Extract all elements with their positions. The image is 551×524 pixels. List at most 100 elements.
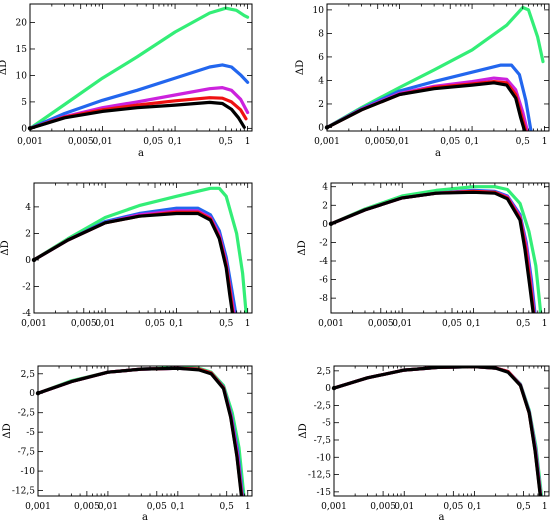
- series-group: [331, 185, 543, 313]
- series-line-1: [331, 185, 543, 313]
- series-line-2: [334, 366, 543, 496]
- y-tick-label: 4: [318, 76, 324, 86]
- x-tick-label: 1: [542, 319, 548, 329]
- y-tick-label: 2,5: [317, 367, 332, 377]
- x-tick-label: 0,001: [17, 137, 43, 147]
- y-axis-title: ΔD: [0, 60, 9, 75]
- y-tick-label: -2,5: [314, 401, 332, 411]
- series-line-5: [334, 366, 542, 496]
- x-tick-label: 1: [245, 137, 251, 147]
- x-tick-label: 0,1: [169, 319, 183, 329]
- x-tick-label: 0,5: [516, 319, 531, 329]
- x-tick-label: 0,01: [390, 137, 410, 147]
- series-line-5: [30, 100, 246, 130]
- x-tick-label: 0,001: [25, 502, 51, 512]
- x-tick-label: 0,05: [443, 502, 463, 512]
- x-tick-label: 1: [245, 319, 251, 329]
- series-line-4: [34, 210, 235, 313]
- x-tick-label: 0,005: [74, 502, 100, 512]
- y-tick-label: 4: [25, 203, 31, 213]
- x-tick-label: 0,005: [368, 319, 394, 329]
- y-axis-title: ΔD: [297, 240, 308, 255]
- x-tick-label: 0,05: [440, 137, 460, 147]
- x-tick-label: 0,1: [467, 502, 481, 512]
- series-line-3: [334, 366, 543, 496]
- y-tick-label: 2: [322, 201, 328, 211]
- y-tick-label: 10: [313, 6, 325, 16]
- series-line-2: [327, 63, 533, 131]
- x-tick-label: 0,5: [516, 137, 531, 147]
- y-tick-label: -12,5: [12, 487, 35, 497]
- y-tick-label: 0: [325, 384, 331, 394]
- y-tick-label: -4: [22, 309, 31, 319]
- series-line-5: [34, 211, 234, 313]
- y-tick-label: 5: [21, 98, 27, 108]
- y-axis-title: ΔD: [0, 240, 11, 255]
- x-tick-label: 0,005: [370, 502, 396, 512]
- x-tick-label: 0,001: [321, 502, 347, 512]
- y-tick-label: 6: [318, 53, 324, 63]
- series-line-2: [30, 63, 250, 130]
- x-tick-label: 0,001: [21, 319, 47, 329]
- x-tick-label: 0,1: [466, 319, 480, 329]
- y-tick-label: -10: [21, 467, 36, 477]
- y-tick-label: 0: [318, 123, 324, 133]
- plot-frame: [333, 365, 550, 497]
- series-line-1: [334, 366, 544, 496]
- y-tick-label: -2: [319, 238, 328, 248]
- x-tick-label: 1: [542, 137, 548, 147]
- x-tick-label: 0,005: [68, 137, 94, 147]
- series-line-2: [34, 206, 238, 313]
- x-tick-label: 0,1: [171, 502, 185, 512]
- series-line-5: [38, 366, 243, 496]
- y-tick-label: 4: [322, 183, 328, 193]
- y-axis-title: ΔD: [298, 423, 309, 438]
- x-tick-label: 1: [245, 502, 251, 512]
- series-line-3: [38, 366, 244, 496]
- y-tick-label: -5: [322, 419, 331, 429]
- series-line-5: [331, 190, 535, 313]
- y-tick-label: 0: [29, 389, 35, 399]
- y-tick-label: -6: [319, 276, 328, 286]
- plot-frame: [326, 3, 550, 132]
- x-axis-title: a: [142, 512, 148, 523]
- y-tick-label: -2,5: [18, 409, 36, 419]
- y-tick-label: 8: [318, 29, 324, 39]
- y-tick-label: -15: [317, 488, 332, 498]
- plot-frame: [37, 365, 253, 497]
- x-tick-label: 0,01: [98, 502, 118, 512]
- y-tick-label: 0: [21, 124, 27, 134]
- x-tick-label: 0,05: [442, 319, 462, 329]
- x-tick-label: 0,005: [71, 319, 97, 329]
- x-tick-label: 0,1: [168, 137, 182, 147]
- series-group: [327, 5, 545, 131]
- y-tick-label: -2: [22, 282, 31, 292]
- x-tick-label: 0,5: [219, 137, 234, 147]
- x-tick-label: 0,05: [143, 137, 163, 147]
- y-tick-label: 2: [318, 100, 324, 110]
- series-line-4: [334, 366, 543, 496]
- series-line-4: [38, 366, 244, 496]
- y-tick-label: 15: [16, 45, 28, 55]
- y-tick-label: -7,5: [314, 436, 332, 446]
- x-tick-label: 1: [542, 502, 548, 512]
- y-tick-label: -5: [26, 428, 35, 438]
- x-axis-title: a: [439, 512, 445, 523]
- series-group: [30, 6, 250, 130]
- series-line-1: [38, 366, 246, 496]
- y-tick-label: 20: [16, 19, 28, 29]
- x-tick-label: 0,01: [93, 137, 113, 147]
- y-tick-label: -12,5: [308, 471, 331, 481]
- series-line-2: [38, 366, 245, 496]
- y-tick-label: -8: [319, 294, 328, 304]
- y-axis-title: ΔD: [2, 423, 13, 438]
- x-axis-title: a: [435, 148, 441, 159]
- x-tick-label: 0,01: [95, 319, 115, 329]
- series-line-1: [30, 6, 250, 130]
- y-tick-label: -7,5: [18, 448, 36, 458]
